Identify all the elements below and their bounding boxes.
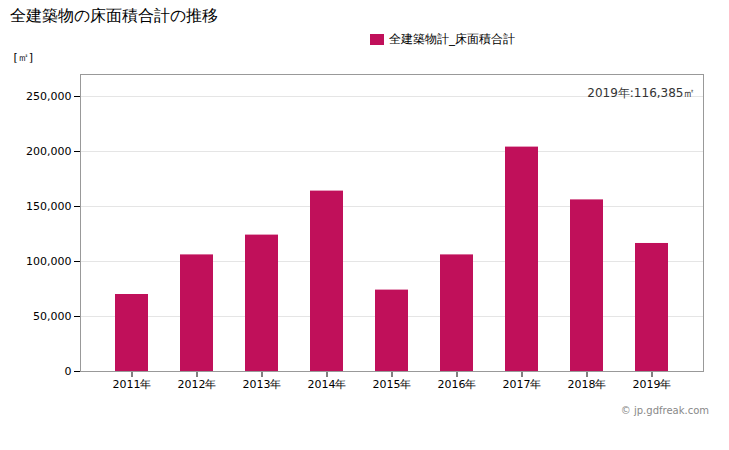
svg-text:2019年:116,385㎡: 2019年:116,385㎡ xyxy=(587,86,695,100)
svg-text:2014年: 2014年 xyxy=(308,378,347,391)
svg-text:250,000: 250,000 xyxy=(26,90,72,103)
svg-text:2013年: 2013年 xyxy=(243,378,282,391)
html-text:全建築物計_床面積合計: 全建築物計_床面積合計 xyxy=(389,32,515,46)
svg-text:150,000: 150,000 xyxy=(26,200,72,213)
svg-text:2019年: 2019年 xyxy=(633,378,672,391)
svg-text:2011年: 2011年 xyxy=(113,378,152,391)
svg-text:0: 0 xyxy=(65,365,72,378)
svg-text:2012年: 2012年 xyxy=(178,378,217,391)
svg-text:2018年: 2018年 xyxy=(568,378,607,391)
svg-text:100,000: 100,000 xyxy=(26,255,72,268)
html-text:全建築物の床面積合計の推移: 全建築物の床面積合計の推移 xyxy=(10,6,218,25)
html-text:© jp.gdfreak.com: © jp.gdfreak.com xyxy=(620,405,709,416)
svg-text:50,000: 50,000 xyxy=(33,310,72,323)
svg-text:2016年: 2016年 xyxy=(438,378,477,391)
svg-text:2017年: 2017年 xyxy=(503,378,542,391)
svg-text:2015年: 2015年 xyxy=(373,378,412,391)
svg-text:200,000: 200,000 xyxy=(26,145,72,158)
svg-text:[㎡]: [㎡] xyxy=(14,51,34,64)
